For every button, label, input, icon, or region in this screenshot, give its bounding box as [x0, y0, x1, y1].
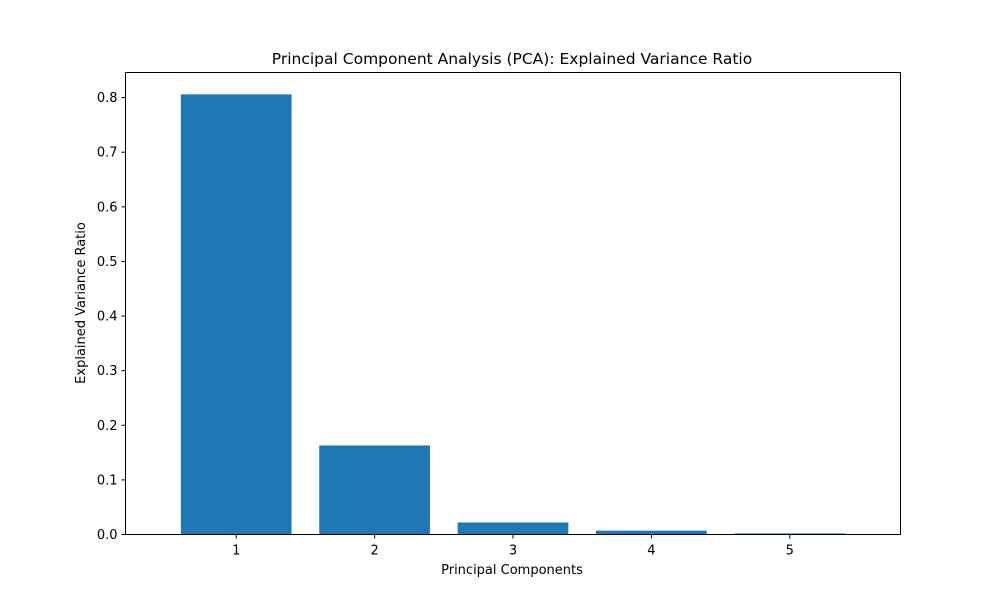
y-axis: 0.0 0.1 0.2 0.3 0.4 0.5 0.6 0.7 0.8	[97, 91, 126, 543]
y-tick-label: 0.5	[97, 255, 118, 270]
y-tick-label: 0.0	[97, 528, 118, 543]
y-tick-label: 0.8	[97, 91, 118, 106]
x-tick-label: 4	[647, 544, 655, 559]
x-tick-label: 1	[232, 544, 240, 559]
x-axis: 1 2 3 4 5	[232, 534, 794, 559]
x-axis-label: Principal Components	[441, 563, 583, 578]
y-tick-label: 0.6	[97, 200, 118, 215]
y-tick-label: 0.3	[97, 364, 118, 379]
x-tick-label: 2	[370, 544, 378, 559]
bar-3	[457, 522, 569, 535]
y-tick-label: 0.7	[97, 146, 118, 161]
plot-frame	[125, 72, 901, 535]
bar-1	[180, 94, 292, 535]
x-tick-label: 5	[786, 544, 794, 559]
bar-4	[596, 530, 707, 535]
x-tick-label: 3	[509, 544, 517, 559]
bar-2	[319, 445, 430, 535]
chart-title: Principal Component Analysis (PCA): Expl…	[272, 50, 752, 68]
y-tick-label: 0.4	[97, 310, 118, 325]
y-tick-label: 0.1	[97, 473, 118, 488]
y-axis-label: Explained Variance Ratio	[74, 222, 89, 384]
bars-group	[180, 94, 846, 535]
bar-5	[734, 533, 846, 535]
y-tick-label: 0.2	[97, 419, 118, 434]
